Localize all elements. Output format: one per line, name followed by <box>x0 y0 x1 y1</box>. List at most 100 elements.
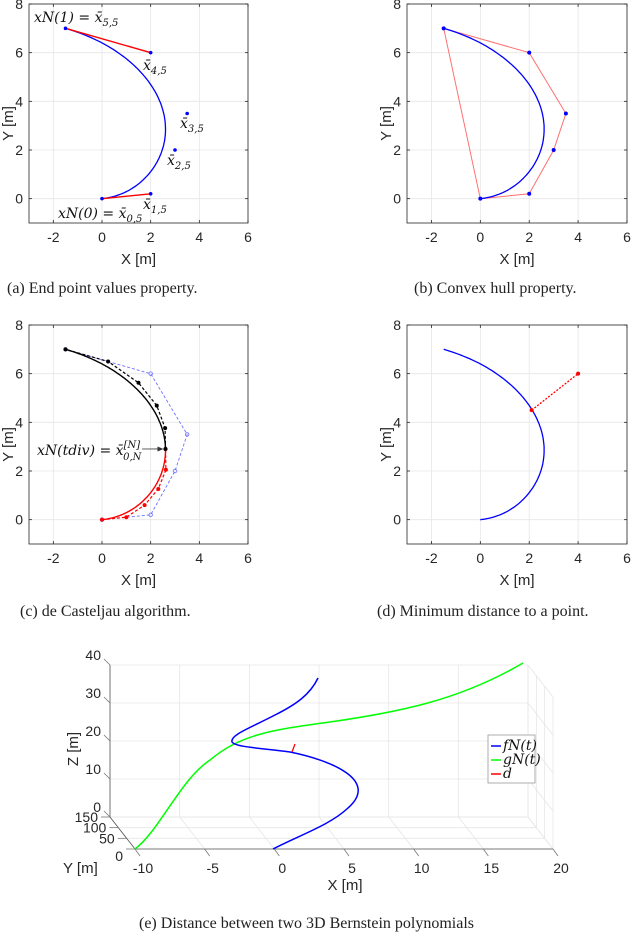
y-tick-label: 4 <box>15 93 23 109</box>
legend: fN(t)gN(t)d <box>487 734 541 784</box>
chart-b-convex-hull: -2 0 2 4 6 0 2 4 6 8 X [m] Y [m] <box>378 0 631 268</box>
y-axis-label: Y [m] <box>63 860 98 877</box>
caption-a: (a) End point values property. <box>7 280 198 297</box>
x-tick-label: 20 <box>553 860 569 876</box>
right-control-point <box>154 403 159 408</box>
x-tick-label: 0 <box>476 550 484 566</box>
z-axis-label: Z [m] <box>65 732 82 766</box>
x-tick-label: 2 <box>525 550 533 566</box>
original-control-point <box>172 468 178 474</box>
control-point <box>148 192 153 196</box>
grid-line <box>318 816 345 850</box>
x-tick-label: 10 <box>414 860 430 876</box>
right-sub-polygon <box>65 348 167 449</box>
original-control-point <box>148 371 153 376</box>
caption-b: (b) Convex hull property. <box>414 280 577 297</box>
y-axis <box>109 816 136 850</box>
right-sub-curve <box>65 348 167 449</box>
x-tick <box>413 848 419 857</box>
right-control-point <box>63 347 68 352</box>
end-tangent-line <box>65 27 151 54</box>
y-tick-label: 6 <box>393 45 401 61</box>
z-tick-label: 30 <box>85 685 101 701</box>
control-point <box>527 50 532 55</box>
control-point <box>551 148 556 152</box>
right-control-point <box>163 446 168 451</box>
legend-label: fN(t) <box>502 738 537 754</box>
y-tick-label: 2 <box>393 463 401 479</box>
query-point <box>576 371 581 376</box>
axes-box <box>406 3 628 224</box>
chart-a-end-point-values: -2 0 2 4 6 0 2 4 6 8 X [m] Y [m] xN(1) = x̄5,5 x̄4,5 x… <box>0 0 252 268</box>
right-control-point <box>136 380 141 385</box>
control-point <box>185 111 189 116</box>
x-tick-label: -2 <box>47 550 60 566</box>
y-tick-label: 0 <box>15 512 23 528</box>
x-tick <box>552 848 559 857</box>
y-tick-label: 50 <box>99 830 115 846</box>
y-axis-label: Y [m] <box>378 106 395 141</box>
z-tick <box>103 696 111 704</box>
x-tick-label: 6 <box>244 229 252 245</box>
control-point <box>441 26 446 31</box>
left-control-point <box>163 467 168 472</box>
x-tick-label: -2 <box>425 550 438 566</box>
y-axis-label: Y [m] <box>0 427 17 462</box>
left-sub-curve <box>101 448 167 521</box>
left-control-point <box>142 503 147 508</box>
x-tick-label: -2 <box>47 229 60 245</box>
x-tick-label: 6 <box>623 550 631 566</box>
convex-hull-polygon <box>443 27 567 200</box>
grid-line <box>527 778 554 812</box>
bernstein-curve <box>443 27 545 200</box>
z-tick <box>103 658 111 666</box>
y-tick-label: 2 <box>393 142 401 158</box>
z-tick-label: 0 <box>93 799 101 815</box>
x-tick-label: 4 <box>574 550 582 566</box>
x-tick-label: 15 <box>484 860 500 876</box>
y-tick-label: 8 <box>15 317 23 333</box>
y-tick-label: 4 <box>15 414 23 430</box>
x-tick <box>343 848 350 857</box>
bernstein-curve <box>65 27 167 200</box>
bernstein-curve <box>443 348 545 521</box>
x-tick <box>483 848 489 857</box>
y-tick-label: 8 <box>393 317 401 333</box>
y-tick-label: 4 <box>393 414 401 430</box>
chart-d-minimum-distance: -2 0 2 4 6 0 2 4 6 8 X [m] Y [m] <box>378 317 631 589</box>
closest-point <box>529 408 534 413</box>
y-tick-label: 0 <box>393 512 401 528</box>
control-point <box>527 191 532 196</box>
x-tick-label: -5 <box>206 860 219 876</box>
axes-box <box>406 324 628 545</box>
x-tick-label: 5 <box>348 860 356 876</box>
y-tick-label: 6 <box>15 366 23 382</box>
start-tangent-line <box>101 193 151 200</box>
legend-label: d <box>503 766 512 782</box>
z-tick <box>103 734 111 742</box>
y-axis-label: Y [m] <box>0 106 17 141</box>
x-axis-label: X [m] <box>499 572 534 589</box>
x-axis-label: X [m] <box>121 572 156 589</box>
distance-segment-d <box>291 743 296 753</box>
caption-c: (c) de Casteljau algorithm. <box>20 603 191 620</box>
y-tick-label: 6 <box>393 366 401 382</box>
chart-c-de-casteljau: -2 0 2 4 6 0 2 4 6 8 X [m] Y [m] xN(tdiv) = x̄[N] 0,N <box>0 317 252 589</box>
y-tick-label: 8 <box>15 0 23 12</box>
label-cp-2: x̄2,5 <box>167 153 191 172</box>
z-tick-label: 40 <box>85 647 101 663</box>
control-point <box>148 50 153 55</box>
x-tick-label: -2 <box>425 229 438 245</box>
label-xN0: xN(0) = x̄0,5 <box>58 206 142 225</box>
label-cp-1: x̄1,5 <box>143 197 167 216</box>
original-control-polygon <box>65 348 188 521</box>
x-axis-label: X [m] <box>121 251 156 268</box>
z-tick-label: 10 <box>85 761 101 777</box>
x-tick <box>134 848 141 857</box>
y-tick-label: 150 <box>75 809 99 825</box>
left-control-point <box>124 515 129 520</box>
y-tick-label: 2 <box>15 142 23 158</box>
original-control-point <box>184 432 190 437</box>
grid-line <box>388 816 414 850</box>
